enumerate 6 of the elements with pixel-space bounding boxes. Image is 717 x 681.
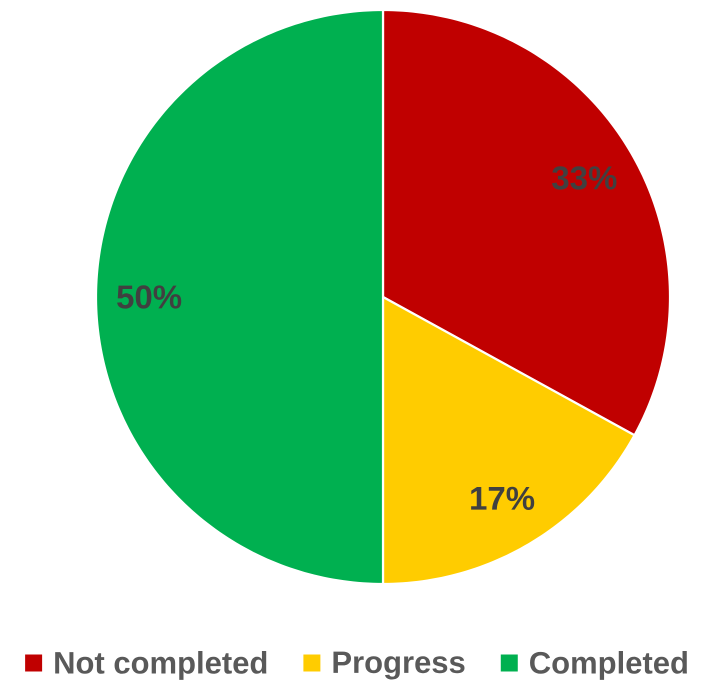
legend-label: Progress [333,652,464,680]
data-label: 33% [552,166,616,190]
legend-label: Not completed [55,651,266,680]
data-label: 17% [471,486,534,510]
data-label: 50% [117,285,182,309]
legend-label: Completed [530,651,687,680]
